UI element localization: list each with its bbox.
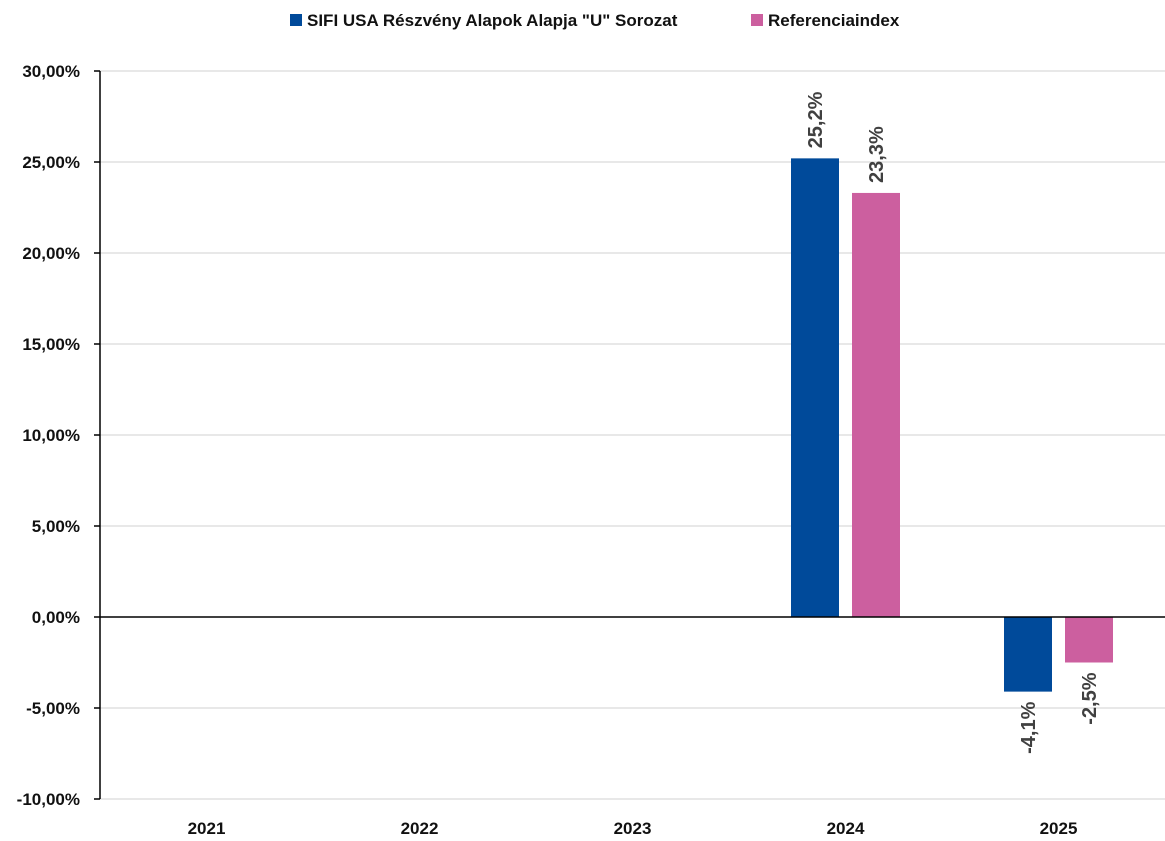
bars — [791, 158, 1113, 692]
y-tick-label: 5,00% — [32, 517, 80, 536]
data-label-index-2025: -2,5% — [1079, 672, 1101, 724]
gridlines — [100, 70, 1165, 800]
axes — [94, 70, 1165, 800]
data-label-index-2024: 23,3% — [866, 126, 888, 183]
data-label-fund-2024: 25,2% — [805, 91, 827, 148]
y-tick-label: -10,00% — [17, 790, 80, 809]
bar-fund-2024 — [791, 158, 839, 618]
bar-index-2024 — [852, 192, 900, 617]
y-tick-label: -5,00% — [26, 699, 80, 718]
y-tick-label: 10,00% — [22, 426, 80, 445]
y-tick-label: 15,00% — [22, 335, 80, 354]
legend: SIFI USA Részvény Alapok Alapja "U" Soro… — [290, 11, 900, 30]
legend-label-index: Referenciaindex — [768, 11, 900, 30]
bar-fund-2025 — [1004, 617, 1052, 692]
bar-index-2025 — [1065, 617, 1113, 663]
x-axis-ticks: 2021 2022 2023 2024 2025 — [188, 819, 1078, 838]
x-tick-label: 2022 — [401, 819, 439, 836]
x-tick-label: 2021 — [188, 819, 226, 836]
legend-swatch-fund — [290, 14, 302, 26]
y-tick-label: 0,00% — [32, 608, 80, 627]
data-label-fund-2025: -4,1% — [1018, 701, 1040, 753]
y-axis-ticks: 30,00% 25,00% 20,00% 15,00% 10,00% 5,00% 0,00%… — [17, 62, 80, 809]
y-tick-label: 30,00% — [22, 62, 80, 81]
y-tick-label: 20,00% — [22, 244, 80, 263]
x-tick-label: 2023 — [614, 819, 652, 836]
x-tick-label: 2025 — [1040, 819, 1078, 836]
y-tick-label: 25,00% — [22, 153, 80, 172]
data-labels: 25,2% 23,3% -4,1% -2,5% — [805, 91, 1101, 753]
legend-label-fund: SIFI USA Részvény Alapok Alapja "U" Soro… — [307, 11, 678, 30]
x-tick-label: 2024 — [827, 819, 865, 836]
legend-swatch-index — [751, 14, 763, 26]
